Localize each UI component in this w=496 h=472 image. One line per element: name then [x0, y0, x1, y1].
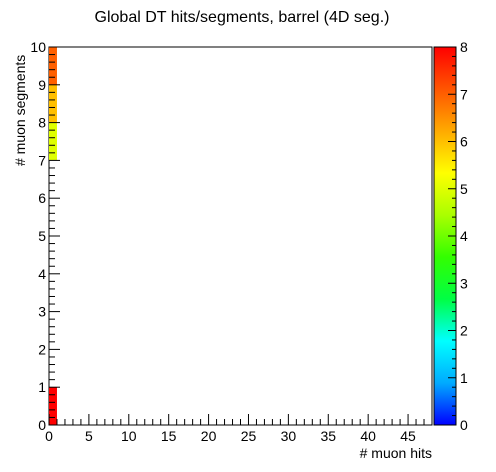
y-axis: 0 1 2 3 4 5 6 7 8 9 10: [30, 39, 60, 433]
y-tick-label: 10: [30, 39, 46, 55]
y-tick-label: 3: [38, 304, 46, 320]
x-tick-label: 15: [161, 428, 177, 444]
y-tick-label: 9: [38, 77, 46, 93]
z-tick-label: 8: [460, 39, 468, 55]
heatmap-cell: [49, 122, 57, 161]
x-tick-label: 10: [121, 428, 137, 444]
z-tick-label: 0: [460, 417, 468, 433]
heatmap-cell: [49, 387, 57, 425]
x-tick-label: 25: [241, 428, 257, 444]
x-axis: 0 5 10 15 20 25 30 35 40 45: [45, 414, 433, 444]
plot-frame: [48, 46, 433, 426]
color-scale-axis: 0 1 2 3 4 5 6 7 8: [448, 39, 468, 433]
heatmap-cell: [49, 47, 57, 85]
z-tick-label: 1: [460, 370, 468, 386]
x-tick-label: 35: [320, 428, 336, 444]
heatmap-cell: [49, 84, 57, 123]
z-tick-label: 2: [460, 323, 468, 339]
y-tick-label: 4: [38, 266, 46, 282]
z-tick-label: 3: [460, 275, 468, 291]
z-tick-label: 5: [460, 181, 468, 197]
x-tick-label: 0: [45, 428, 53, 444]
y-tick-label: 5: [38, 228, 46, 244]
x-tick-label: 45: [400, 428, 416, 444]
x-tick-label: 5: [85, 428, 93, 444]
x-tick-label: 20: [201, 428, 217, 444]
x-tick-label: 30: [281, 428, 297, 444]
y-tick-label: 1: [38, 379, 46, 395]
y-tick-label: 0: [38, 417, 46, 433]
z-tick-label: 4: [460, 228, 468, 244]
x-axis-label: # muon hits: [360, 445, 432, 461]
y-tick-label: 8: [38, 115, 46, 131]
z-tick-label: 6: [460, 134, 468, 150]
y-tick-label: 7: [38, 152, 46, 168]
z-tick-label: 7: [460, 86, 468, 102]
heatmap-cells: [49, 47, 57, 425]
x-tick-label: 40: [360, 428, 376, 444]
y-tick-label: 2: [38, 341, 46, 357]
y-tick-label: 6: [38, 190, 46, 206]
y-axis-label: # muon segments: [12, 55, 28, 166]
chart-title: Global DT hits/segments, barrel (4D seg.…: [95, 9, 390, 26]
